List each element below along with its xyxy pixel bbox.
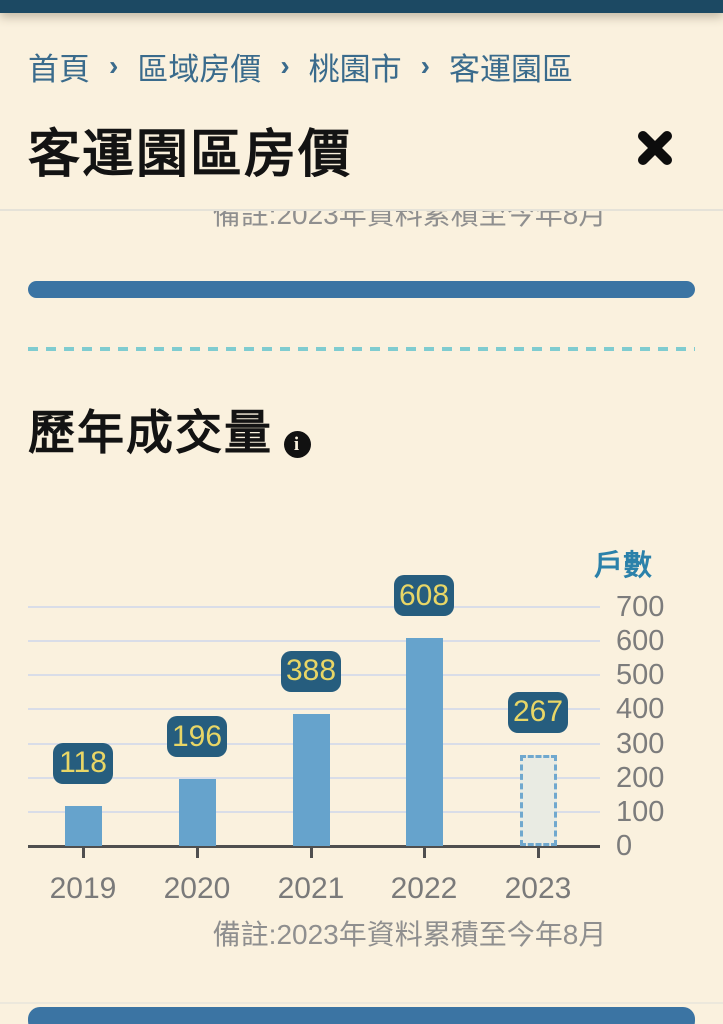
- value-badge-2022: 608: [394, 575, 454, 617]
- breadcrumb: 首頁 › 區域房價 › 桃園市 › 客運園區: [28, 44, 573, 89]
- breadcrumb-separator: ›: [280, 49, 290, 81]
- sticky-header: 首頁 › 區域房價 › 桃園市 › 客運園區 客運園區房價: [0, 0, 723, 211]
- bar-2022[interactable]: [405, 638, 443, 846]
- breadcrumb-item-2[interactable]: 區域房價: [137, 52, 262, 87]
- value-badge-2020: 196: [167, 716, 227, 758]
- breadcrumb-item-4[interactable]: 客運園區: [448, 52, 573, 87]
- x-category-label-2022: 2022: [390, 872, 458, 905]
- bar-2023[interactable]: [519, 754, 557, 846]
- x-tick-mark: [195, 847, 199, 858]
- bar-2019[interactable]: [64, 805, 102, 846]
- x-category-label-2023: 2023: [504, 872, 572, 905]
- scroll-accent-bar-top: [28, 281, 695, 298]
- chart-note: 備註:2023年資料累積至今年8月: [212, 919, 607, 950]
- x-category-label-2020: 2020: [163, 872, 231, 905]
- y-tick-label: 400: [616, 693, 665, 726]
- x-category-label-2019: 2019: [49, 872, 117, 905]
- x-tick-mark: [309, 847, 313, 858]
- gridline: [28, 640, 600, 643]
- breadcrumb-item-3[interactable]: 桃園市: [308, 52, 402, 87]
- page-title: 客運園區房價: [28, 126, 353, 184]
- breadcrumb-separator: ›: [420, 49, 430, 81]
- x-category-label-2021: 2021: [277, 872, 345, 905]
- gridline: [28, 708, 600, 711]
- y-tick-label: 100: [616, 795, 665, 828]
- y-tick-label: 300: [616, 727, 665, 760]
- section-heading: 歷年成交量 i: [28, 394, 311, 463]
- close-icon[interactable]: [632, 125, 678, 171]
- breadcrumb-separator: ›: [109, 49, 119, 81]
- info-icon[interactable]: i: [284, 431, 311, 458]
- x-tick-mark: [81, 847, 85, 858]
- value-badge-2021: 388: [281, 650, 341, 692]
- top-navy-bar: [0, 0, 723, 13]
- y-tick-label: 0: [616, 830, 633, 862]
- x-axis-line: [28, 844, 600, 848]
- gridline: [28, 606, 600, 608]
- y-axis-unit-label: 戶數: [594, 550, 653, 582]
- y-tick-label: 600: [616, 625, 665, 658]
- dashed-section-divider: [28, 347, 695, 351]
- breadcrumb-item-1[interactable]: 首頁: [28, 52, 90, 87]
- y-tick-label: 500: [616, 659, 665, 692]
- section-title: 歷年成交量: [28, 406, 273, 459]
- x-tick-mark: [536, 847, 540, 858]
- value-badge-2019: 118: [53, 742, 113, 784]
- x-tick-mark: [422, 847, 426, 858]
- scroll-accent-bar-bottom: [28, 1007, 695, 1024]
- bar-2020[interactable]: [178, 779, 216, 846]
- bar-2021[interactable]: [292, 713, 330, 846]
- y-tick-label: 700: [616, 591, 665, 623]
- y-tick-label: 200: [616, 761, 665, 794]
- value-badge-2023: 267: [508, 691, 568, 733]
- bottom-edge-line: [0, 1002, 723, 1004]
